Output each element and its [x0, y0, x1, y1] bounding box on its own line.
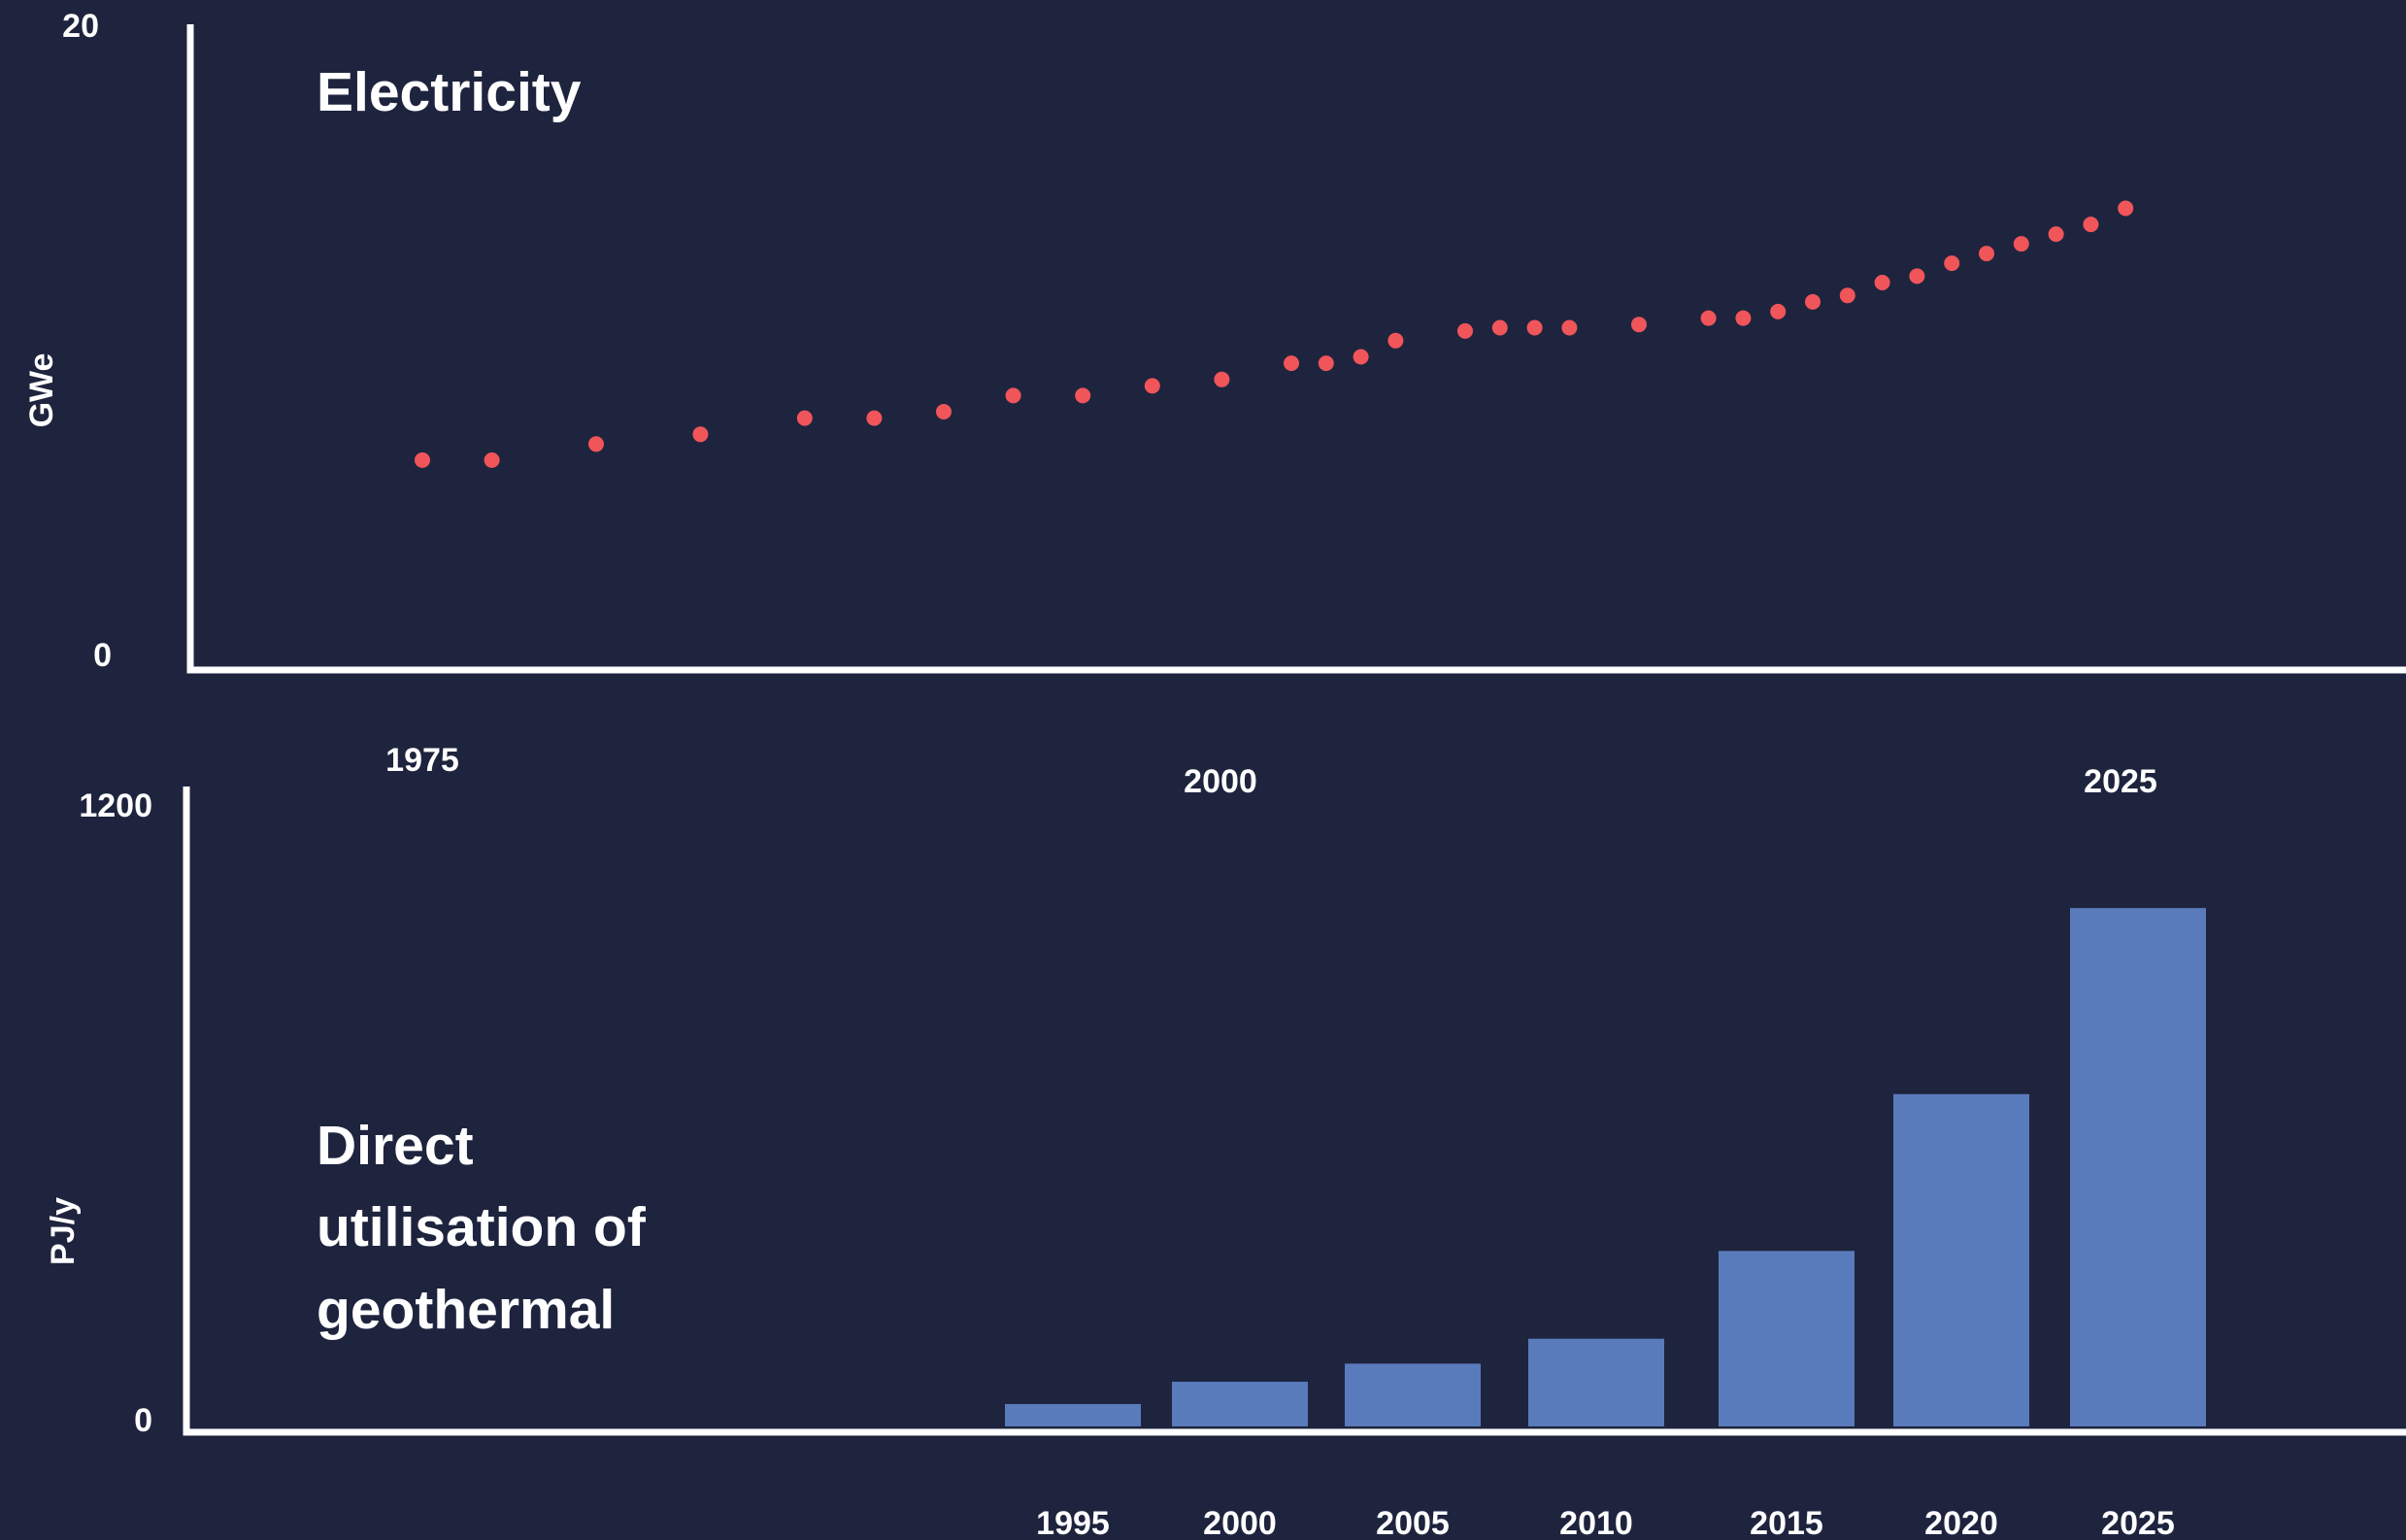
electricity-point	[1700, 310, 1717, 326]
electricity-point	[1561, 319, 1578, 336]
electricity-point	[1526, 319, 1543, 336]
electricity-point	[1944, 255, 1960, 272]
electricity-x-tick-2000: 2000	[1184, 763, 1257, 800]
direct-use-bar-2020	[1893, 1093, 2029, 1426]
direct-use-title-line-3: geothermal	[317, 1279, 615, 1341]
electricity-point	[1631, 317, 1647, 333]
direct-use-bars	[1005, 908, 2206, 1426]
electricity-point	[1005, 387, 1021, 404]
direct-use-title-line-2: utilisation of	[317, 1196, 647, 1258]
electricity-point	[2118, 200, 2134, 217]
electricity-point	[415, 452, 430, 468]
electricity-point	[2013, 236, 2029, 252]
electricity-x-tick-1975: 1975	[385, 742, 459, 779]
electricity-point	[1075, 387, 1091, 404]
electricity-panel: 20 0 GWe Electricity 1975 2000 2025	[23, 8, 2406, 800]
electricity-title: Electricity	[317, 61, 582, 123]
electricity-point	[2083, 217, 2099, 233]
electricity-points	[415, 200, 2134, 468]
direct-use-bar-2000	[1172, 1382, 1308, 1426]
electricity-point	[866, 410, 883, 426]
electricity-axes	[186, 24, 2406, 674]
electricity-y-tick-min: 0	[93, 637, 112, 674]
direct-use-x-label-2010: 2010	[1559, 1505, 1633, 1540]
electricity-point	[1387, 332, 1404, 349]
electricity-point	[1144, 378, 1160, 394]
direct-use-x-label-1995: 1995	[1036, 1505, 1110, 1540]
direct-use-y-tick-min: 0	[134, 1402, 152, 1439]
electricity-y-axis-label: GWe	[23, 353, 60, 428]
direct-use-y-tick-max: 1200	[79, 787, 152, 824]
electricity-point	[1735, 310, 1752, 326]
electricity-point	[1839, 287, 1855, 304]
electricity-point	[1284, 355, 1299, 372]
electricity-point	[1491, 319, 1508, 336]
direct-use-x-label-2020: 2020	[1924, 1505, 1998, 1540]
electricity-point	[1874, 275, 1890, 290]
electricity-point	[1770, 303, 1787, 319]
electricity-point	[1214, 371, 1230, 387]
electricity-point	[1909, 268, 1925, 285]
electricity-point	[1457, 322, 1473, 339]
electricity-point	[1318, 355, 1334, 372]
electricity-point	[692, 426, 709, 443]
direct-use-panel: 1200 0 PJ/y Direct utilisation of geothe…	[45, 787, 2406, 1540]
direct-use-x-label-2025: 2025	[2101, 1505, 2175, 1540]
electricity-y-tick-max: 20	[62, 8, 99, 45]
direct-use-x-label-2005: 2005	[1376, 1505, 1450, 1540]
electricity-point	[1805, 293, 1821, 310]
electricity-point	[796, 410, 813, 426]
direct-use-x-label-2000: 2000	[1203, 1505, 1277, 1540]
electricity-x-tick-2025: 2025	[2084, 763, 2157, 800]
electricity-point	[2048, 226, 2064, 243]
direct-use-bar-2025	[2070, 908, 2206, 1426]
direct-use-bar-2010	[1528, 1338, 1664, 1426]
direct-use-x-label-2015: 2015	[1750, 1505, 1823, 1540]
direct-use-axes	[183, 787, 2406, 1436]
direct-use-y-axis-label: PJ/y	[45, 1197, 82, 1265]
direct-use-bar-2005	[1345, 1363, 1481, 1426]
direct-use-x-labels: 1995 2000 2005 2010 2015 2020 2025	[1036, 1505, 2175, 1540]
electricity-point	[1979, 246, 1994, 262]
direct-use-bar-2015	[1719, 1251, 1855, 1426]
electricity-point	[588, 436, 604, 452]
direct-use-bar-1995	[1005, 1404, 1141, 1426]
electricity-point	[936, 404, 952, 419]
electricity-point	[484, 452, 500, 468]
electricity-point	[1353, 349, 1369, 365]
direct-use-title-line-1: Direct	[317, 1115, 474, 1177]
